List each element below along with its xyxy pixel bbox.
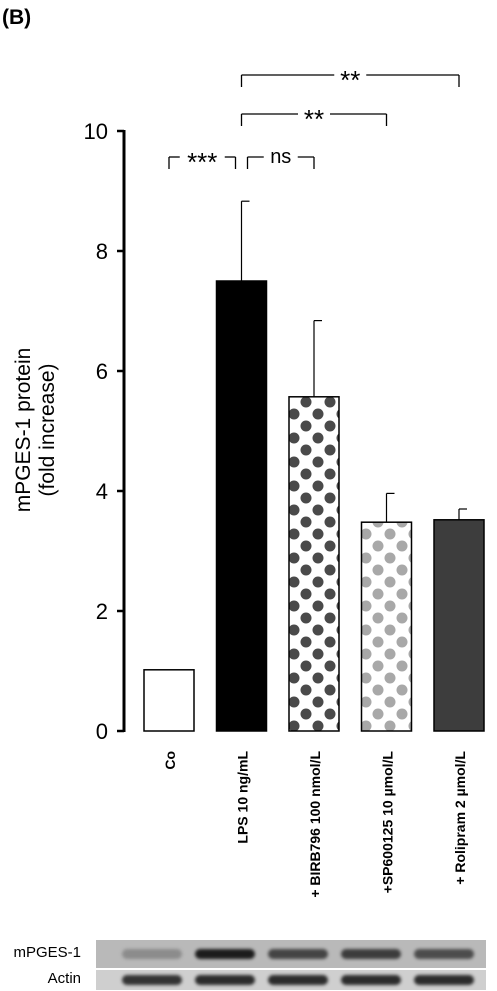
y-tick-label: 4 [96,479,108,504]
significance-label: *** [187,147,217,177]
x-tick-label: + BIRB796 100 nmol/L [307,751,323,898]
blot-band [341,975,401,985]
bar [360,521,413,732]
significance-brackets: *** ns ** ** [168,65,460,177]
bars [143,200,485,732]
x-tick-label: +SP600125 10 µmol/L [380,751,396,894]
bar [433,519,485,732]
blot-band [195,949,255,959]
x-tick-label: + Rolipram 2 µmol/L [452,751,468,885]
y-axis-label-line2: (fold increase) [36,363,59,496]
y-tick-label: 10 [84,119,108,144]
blot-band [414,975,474,985]
bar-chart: mPGES-1 protein (fold increase) 0246810 … [12,65,485,898]
x-tick-labels: Co LPS 10 ng/mL + BIRB796 100 nmol/L +SP600… [162,751,468,898]
blot-band [414,949,474,959]
panel-label: (B) [2,6,32,29]
blot-band [195,975,255,985]
y-tick-label: 6 [96,359,108,384]
blot-band [122,975,182,985]
blot-band [341,949,401,959]
bar [143,669,195,732]
blot-row-label: mPGES-1 [13,944,81,961]
y-tick-label: 2 [96,599,108,624]
axes: 0 2 4 6 8 10 [84,119,126,744]
x-tick-label: LPS 10 ng/mL [235,751,251,844]
bar [288,396,340,732]
significance-bracket: *** [168,147,237,177]
blot-band [122,949,182,959]
significance-bracket: ns [246,146,315,169]
y-axis-label-line1: mPGES-1 protein [12,348,35,513]
bar [215,280,268,732]
significance-label: ns [270,146,291,168]
blot-band [268,975,328,985]
significance-label: ** [340,65,360,95]
significance-bracket: ** [240,65,460,95]
blot-row-label: Actin [47,970,81,987]
y-tick-label: 0 [96,719,108,744]
significance-bracket: ** [240,104,388,134]
y-tick-label: 8 [96,239,108,264]
significance-label: ** [304,104,324,134]
blot-band [268,949,328,959]
x-tick-label: Co [162,751,178,770]
